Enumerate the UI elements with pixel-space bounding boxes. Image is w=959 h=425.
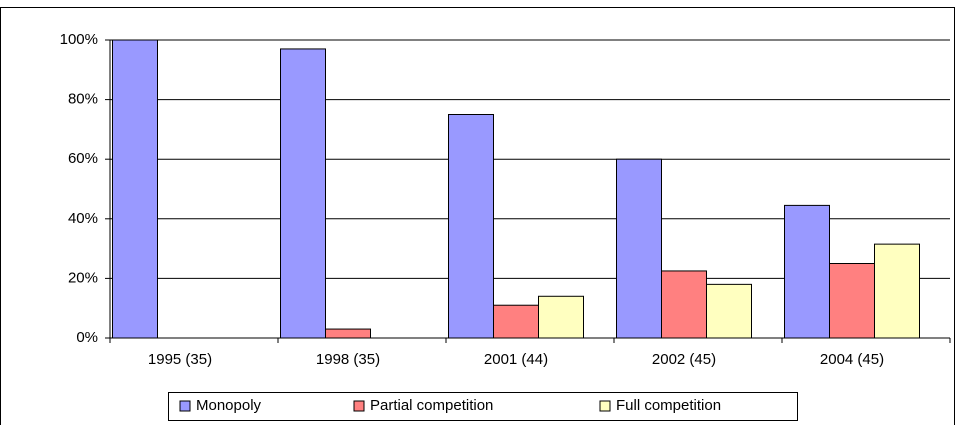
bar — [112, 39, 158, 339]
legend-label: Monopoly — [196, 397, 262, 414]
y-tick-label: 40% — [68, 210, 98, 227]
chart-frame — [0, 7, 955, 425]
bar — [616, 158, 662, 339]
y-tick-label: 60% — [68, 150, 98, 167]
bar — [493, 304, 539, 339]
y-tick-label: 80% — [68, 91, 98, 108]
legend-swatch — [353, 400, 365, 412]
bar — [448, 114, 494, 339]
x-tick-label: 1998 (35) — [316, 351, 380, 368]
x-tick-label: 1995 (35) — [148, 351, 212, 368]
x-tick-label: 2002 (45) — [652, 351, 716, 368]
bar — [829, 263, 875, 339]
legend-swatch — [599, 400, 611, 412]
legend-label: Partial competition — [370, 397, 493, 414]
x-tick-label: 2001 (44) — [484, 351, 548, 368]
y-tick-label: 0% — [76, 329, 98, 346]
bar — [874, 243, 920, 339]
legend-swatch — [179, 400, 191, 412]
bar — [706, 283, 752, 339]
bar — [784, 204, 830, 339]
bar — [661, 270, 707, 339]
bar — [325, 328, 371, 339]
y-tick-label: 20% — [68, 269, 98, 286]
bar — [538, 295, 584, 339]
bar — [280, 48, 326, 339]
y-tick-label: 100% — [60, 31, 98, 48]
x-tick-label: 2004 (45) — [820, 351, 884, 368]
legend-box — [168, 392, 798, 421]
legend-label: Full competition — [616, 397, 721, 414]
